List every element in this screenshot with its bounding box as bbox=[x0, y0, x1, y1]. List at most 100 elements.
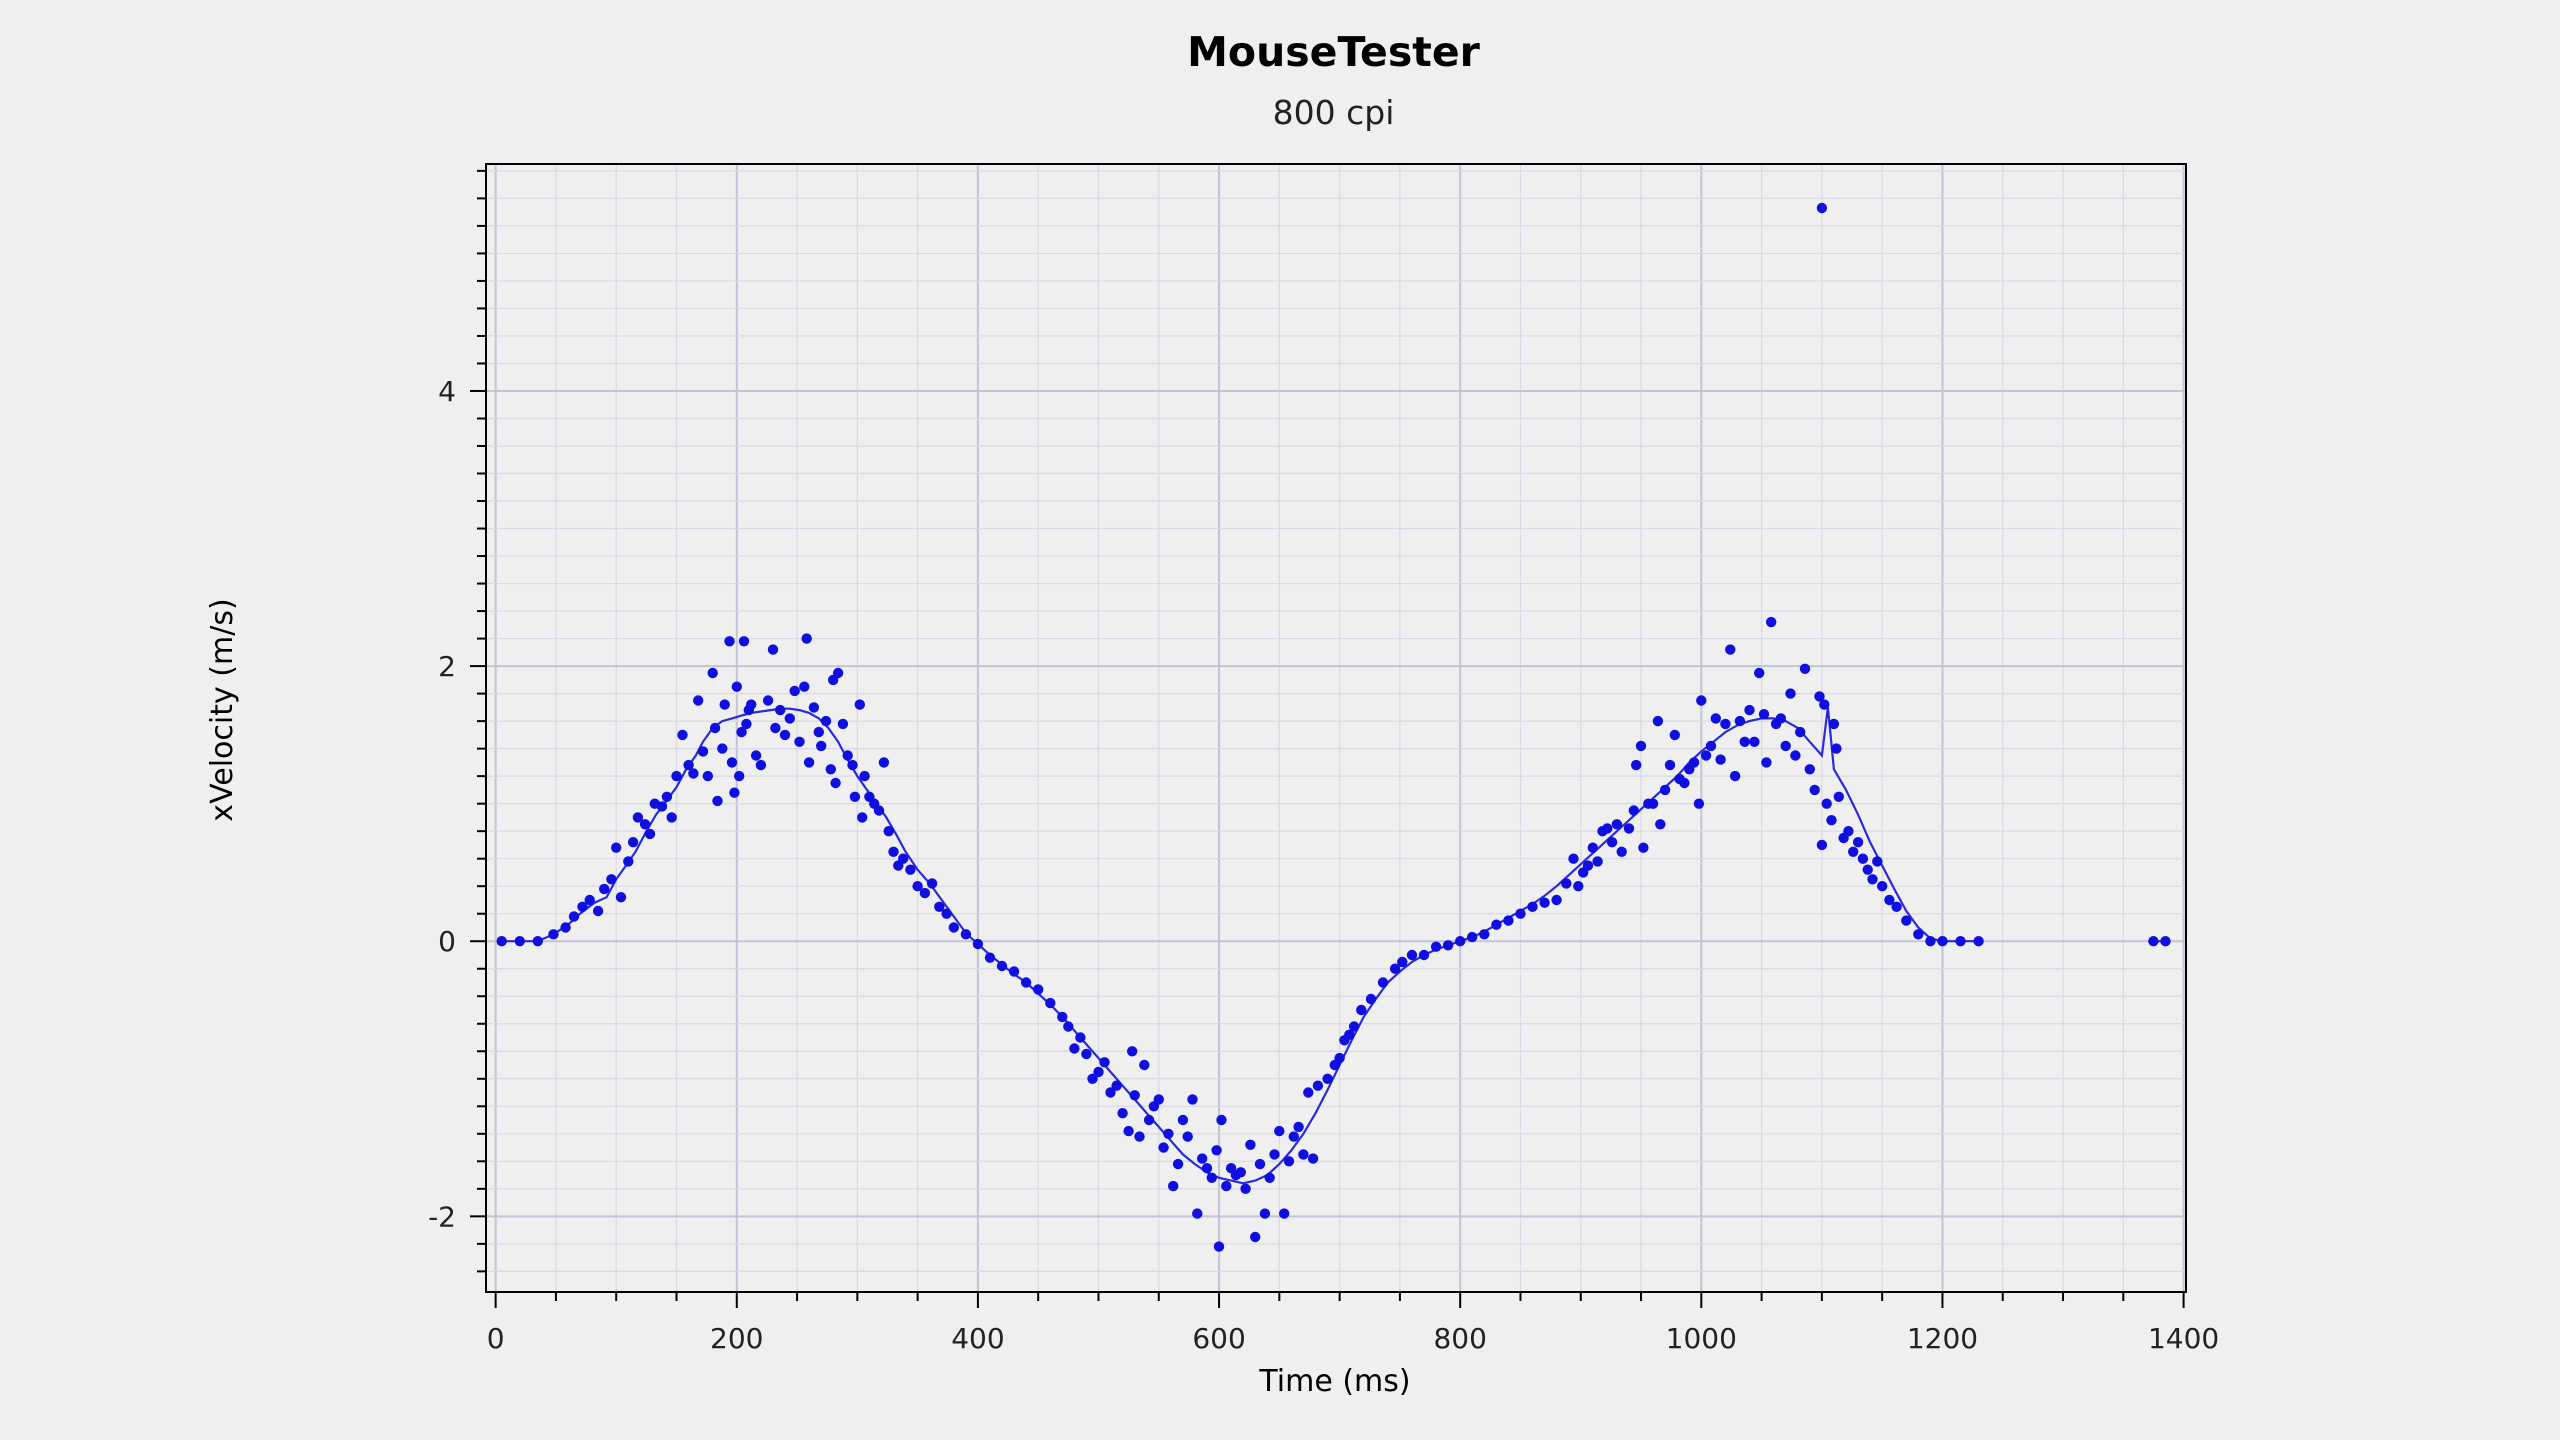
velocity-point bbox=[803, 757, 815, 768]
velocity-point bbox=[1075, 1032, 1086, 1043]
velocity-point bbox=[1925, 936, 1936, 947]
velocity-point bbox=[813, 726, 824, 738]
velocity-point bbox=[1322, 1073, 1333, 1085]
velocity-point bbox=[615, 892, 627, 903]
velocity-point bbox=[1913, 929, 1924, 940]
velocity-point bbox=[801, 633, 812, 644]
velocity-point bbox=[1688, 757, 1700, 768]
velocity-point bbox=[1833, 791, 1845, 802]
velocity-point bbox=[1250, 1231, 1261, 1243]
plot-area bbox=[485, 163, 2187, 1293]
velocity-point bbox=[731, 681, 742, 692]
velocity-point bbox=[1809, 784, 1820, 796]
velocity-point bbox=[972, 938, 984, 950]
velocity-point bbox=[709, 722, 721, 734]
velocity-point bbox=[1206, 1172, 1218, 1184]
velocity-point bbox=[1033, 984, 1044, 995]
velocity-point bbox=[1503, 915, 1514, 926]
velocity-point bbox=[1069, 1043, 1080, 1054]
velocity-point bbox=[1123, 1125, 1134, 1137]
velocity-point bbox=[1814, 691, 1825, 702]
velocity-point bbox=[767, 644, 779, 655]
velocity-point bbox=[712, 795, 723, 807]
velocity-point bbox=[1406, 949, 1418, 961]
velocity-point bbox=[568, 911, 580, 922]
velocity-point bbox=[1606, 837, 1618, 848]
velocity-point bbox=[1616, 846, 1627, 857]
velocity-point bbox=[1739, 736, 1750, 747]
velocity-point bbox=[1105, 1087, 1116, 1098]
velocity-point bbox=[1491, 919, 1502, 930]
velocity-point bbox=[599, 883, 610, 895]
velocity-point bbox=[779, 729, 791, 741]
velocity-point bbox=[592, 905, 604, 917]
velocity-point bbox=[1710, 713, 1722, 724]
velocity-point bbox=[532, 936, 543, 947]
velocity-point bbox=[736, 726, 747, 738]
velocity-point bbox=[1479, 929, 1490, 940]
velocity-point bbox=[1749, 736, 1760, 747]
velocity-point bbox=[1163, 1128, 1174, 1140]
velocity-point bbox=[1298, 1149, 1309, 1160]
velocity-point bbox=[1867, 874, 1878, 885]
velocity-point bbox=[1293, 1121, 1304, 1133]
velocity-point bbox=[1780, 740, 1791, 752]
velocity-point bbox=[830, 777, 841, 789]
velocity-point bbox=[1857, 853, 1869, 864]
velocity-point bbox=[1117, 1108, 1128, 1119]
velocity-point bbox=[1081, 1048, 1092, 1060]
velocity-point bbox=[1804, 764, 1816, 775]
velocity-point bbox=[1197, 1153, 1208, 1164]
velocity-point bbox=[859, 770, 870, 782]
velocity-point bbox=[1539, 897, 1550, 908]
velocity-point bbox=[1799, 663, 1811, 674]
velocity-point bbox=[1775, 713, 1787, 724]
velocity-point bbox=[770, 722, 781, 734]
velocity-point bbox=[1816, 202, 1828, 214]
velocity-point bbox=[1725, 644, 1736, 655]
velocity-point bbox=[1008, 966, 1020, 977]
velocity-point bbox=[1020, 977, 1032, 988]
velocity-point bbox=[548, 929, 559, 940]
x-tick-label: 600 bbox=[1192, 1322, 1245, 1355]
velocity-point bbox=[632, 812, 644, 823]
velocity-point bbox=[1816, 839, 1828, 851]
x-tick-label: 0 bbox=[487, 1322, 505, 1355]
velocity-point bbox=[746, 699, 757, 710]
axis-ticks: 0 200 400 600 800 1000 1200 1400 -2 0 2 4 bbox=[428, 169, 2219, 1355]
velocity-point bbox=[2148, 936, 2159, 947]
velocity-point bbox=[1693, 798, 1705, 809]
velocity-point bbox=[584, 894, 595, 906]
velocity-point bbox=[984, 952, 996, 963]
velocity-point bbox=[996, 960, 1008, 972]
velocity-point bbox=[775, 704, 786, 716]
velocity-point bbox=[1143, 1114, 1155, 1126]
velocity-point bbox=[1099, 1057, 1110, 1068]
velocity-point bbox=[960, 929, 972, 940]
velocity-point bbox=[2160, 936, 2171, 947]
velocity-point bbox=[1679, 777, 1690, 789]
velocity-point bbox=[514, 936, 525, 947]
velocity-point bbox=[842, 750, 853, 761]
velocity-point bbox=[1158, 1142, 1169, 1153]
velocity-point bbox=[726, 757, 738, 768]
velocity-point bbox=[661, 791, 673, 802]
velocity-point bbox=[825, 764, 836, 775]
velocity-point bbox=[644, 828, 656, 840]
velocity-point bbox=[1279, 1208, 1290, 1219]
velocity-point bbox=[1063, 1021, 1074, 1032]
velocity-points bbox=[496, 202, 2171, 1252]
y-tick-label: 2 bbox=[438, 650, 456, 683]
velocity-point bbox=[496, 936, 507, 947]
velocity-point bbox=[1087, 1073, 1098, 1085]
velocity-point bbox=[1821, 798, 1832, 809]
velocity-point bbox=[1623, 823, 1635, 834]
velocity-point bbox=[1705, 740, 1717, 752]
velocity-point bbox=[693, 695, 704, 706]
velocity-point bbox=[888, 846, 899, 857]
velocity-point bbox=[1848, 846, 1859, 857]
velocity-point bbox=[1715, 754, 1726, 765]
velocity-point bbox=[1213, 1241, 1225, 1252]
velocity-point bbox=[854, 699, 865, 710]
